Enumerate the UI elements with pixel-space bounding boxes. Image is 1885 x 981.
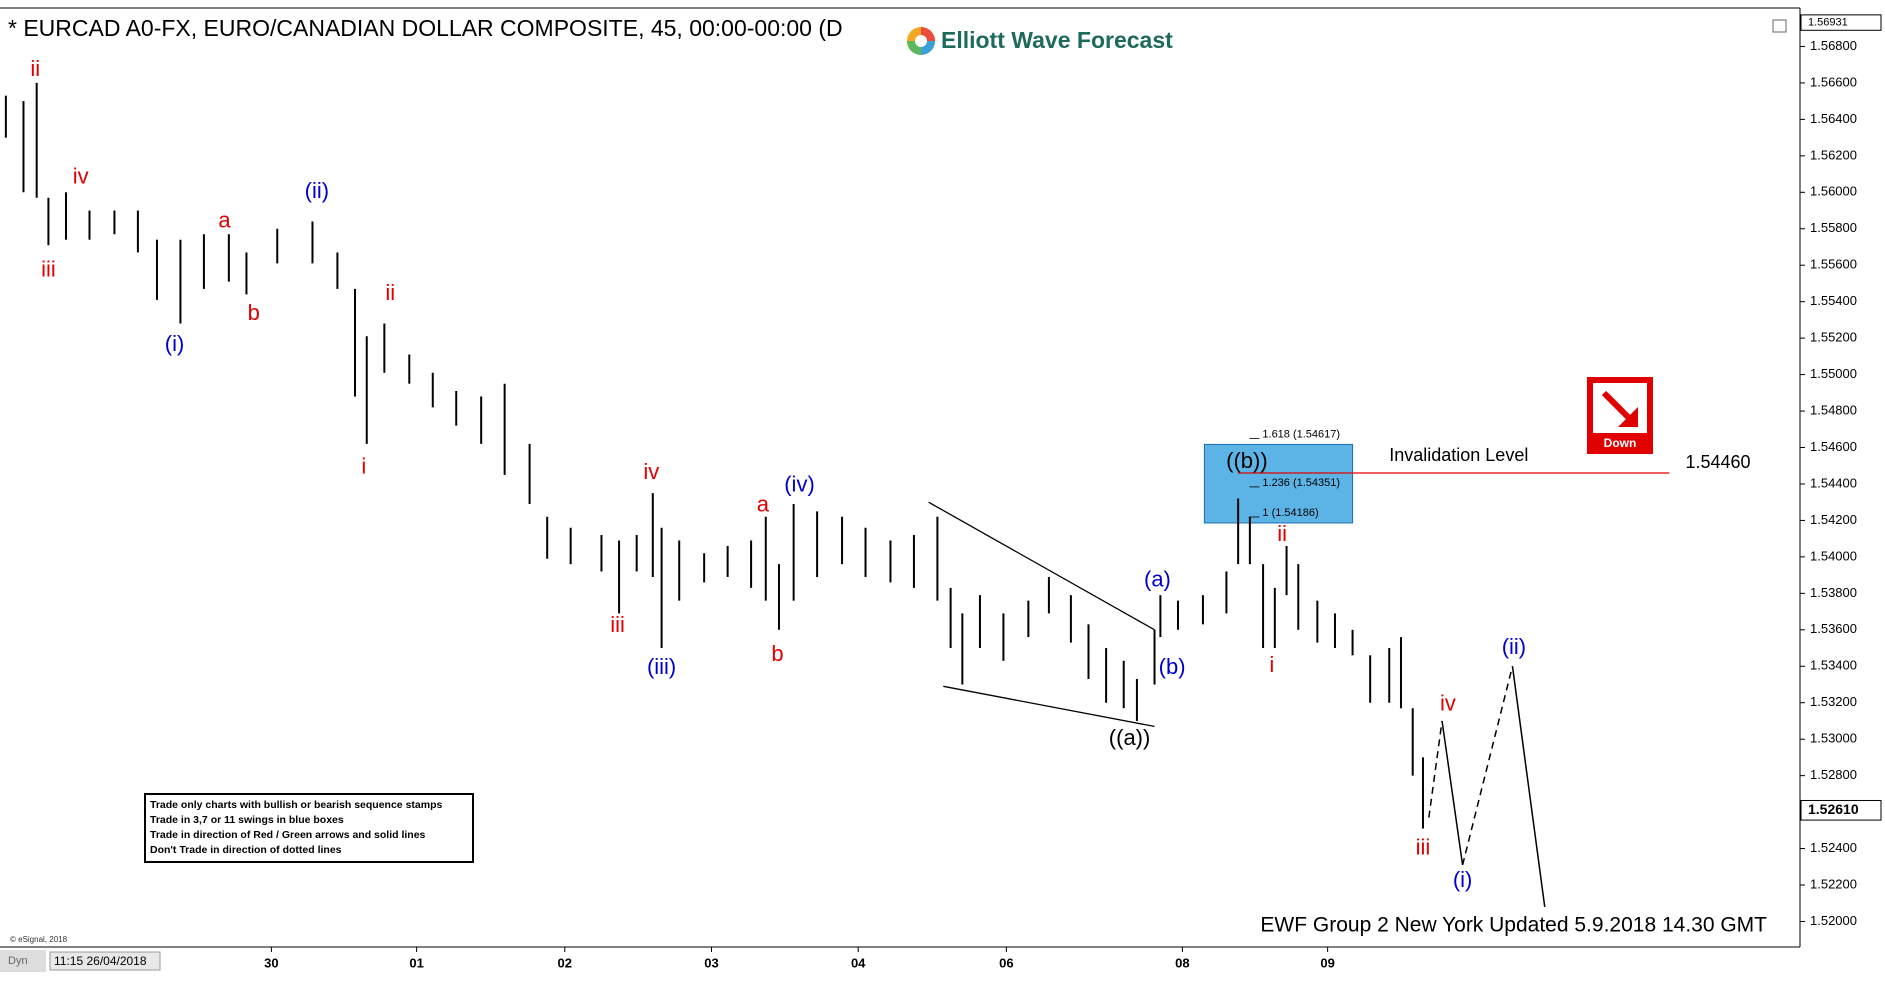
footer: EWF Group 2 New York Updated 5.9.2018 14…: [1260, 914, 1767, 937]
wave-label: iv: [1440, 690, 1456, 715]
rule-line: Trade in direction of Red / Green arrows…: [150, 829, 426, 841]
wave-label: iv: [73, 164, 89, 189]
invalidation-text: Invalidation Level: [1389, 445, 1528, 465]
y-tick-label: 1.55600: [1810, 257, 1857, 272]
y-tick-label: 1.54000: [1810, 548, 1857, 563]
wave-label: iii: [610, 612, 625, 637]
last-price-tag-label: 1.52610: [1808, 801, 1859, 817]
wave-label: b: [771, 641, 783, 666]
rule-line: Trade in 3,7 or 11 swings in blue boxes: [150, 814, 344, 826]
x-tick-label: 01: [409, 955, 423, 970]
y-tick-label: 1.56200: [1810, 147, 1857, 162]
wave-label: ((a)): [1109, 725, 1151, 750]
wave-label: (iii): [647, 654, 676, 679]
y-tick-label: 1.56400: [1810, 111, 1857, 126]
x-tick-label: 30: [264, 955, 278, 970]
trendline: [928, 501, 1155, 631]
x-tick-label: 06: [999, 955, 1013, 970]
top-price-tag-label: 1.56931: [1808, 16, 1848, 28]
invalidation-value: 1.54460: [1685, 452, 1750, 472]
chart-title: * EURCAD A0-FX, EURO/CANADIAN DOLLAR COM…: [8, 15, 843, 41]
y-tick-label: 1.54600: [1810, 439, 1857, 454]
price-bars: [4, 82, 1424, 829]
wave-label: i: [361, 453, 366, 478]
logo-icon: [907, 27, 935, 55]
start-time: 11:15 26/04/2018: [54, 954, 147, 968]
wave-label: (a): [1144, 566, 1171, 591]
rule-line: Trade only charts with bullish or bearis…: [150, 799, 443, 811]
y-tick-label: 1.52000: [1810, 913, 1857, 928]
badge-text: Down: [1604, 436, 1637, 450]
wave-label: (ii): [1502, 634, 1526, 659]
wave-label: iv: [643, 459, 659, 484]
projection-dashed: [1428, 720, 1443, 818]
wave-label: (ii): [305, 178, 329, 203]
y-tick-label: 1.54800: [1810, 402, 1857, 417]
rules-box: Trade only charts with bullish or bearis…: [144, 793, 474, 863]
y-tick-label: 1.54200: [1810, 512, 1857, 527]
logo-text: Elliott Wave Forecast: [941, 27, 1173, 53]
y-tick-label: 1.55800: [1810, 220, 1857, 235]
wave-label: ii: [1277, 521, 1287, 546]
projection-dashed: [1461, 666, 1514, 866]
y-tick-label: 1.53400: [1810, 658, 1857, 673]
wave-label: (i): [165, 331, 185, 356]
y-tick-label: 1.53600: [1810, 621, 1857, 636]
logo-bg: [898, 20, 1188, 60]
mode: Dyn: [8, 955, 28, 967]
fib-box: [1203, 443, 1354, 524]
y-tick-label: 1.52200: [1810, 876, 1857, 891]
last-price-tag: [1800, 799, 1882, 821]
top-price-tag: [1800, 14, 1882, 31]
x-tick-label: 02: [558, 955, 572, 970]
trendline: [943, 685, 1155, 728]
fib-label: 1.618 (1.54617): [1262, 428, 1340, 440]
rule-line: Don't Trade in direction of dotted lines: [150, 844, 342, 856]
x-tick-label: 08: [1175, 955, 1189, 970]
wave-label: (iv): [784, 472, 815, 497]
y-tick-label: 1.56800: [1810, 38, 1857, 53]
y-tick-label: 1.55200: [1810, 330, 1857, 345]
copyright: © eSignal, 2018: [10, 935, 68, 944]
wave-label: iii: [41, 256, 56, 281]
wave-label: (i): [1453, 867, 1473, 892]
y-tick-label: 1.53200: [1810, 694, 1857, 709]
x-tick-label: 04: [851, 955, 866, 970]
wave-label: b: [248, 300, 260, 325]
projection-solid: [1441, 720, 1464, 866]
fib-label: 1 (1.54186): [1262, 507, 1318, 519]
y-tick-label: 1.53800: [1810, 585, 1857, 600]
y-tick-label: 1.52400: [1810, 840, 1857, 855]
y-tick-label: 1.53000: [1810, 731, 1857, 746]
y-tick-label: 1.55000: [1810, 366, 1857, 381]
wave-label: (b): [1159, 654, 1186, 679]
y-tick-label: 1.52800: [1810, 767, 1857, 782]
wave-label: a: [218, 207, 231, 232]
x-tick-label: 09: [1320, 955, 1334, 970]
y-tick-label: 1.55400: [1810, 293, 1857, 308]
mode-box[interactable]: [0, 950, 46, 972]
projection-solid: [1511, 666, 1546, 907]
y-tick-label: 1.56600: [1810, 74, 1857, 89]
y-tick-label: 1.56000: [1810, 184, 1857, 199]
down-badge: [1587, 377, 1653, 454]
wave-label: ii: [385, 280, 395, 305]
y-tick-label: 1.54400: [1810, 475, 1857, 490]
wave-label: a: [757, 492, 770, 517]
wave-label: iii: [1416, 834, 1431, 859]
x-tick-label: 03: [704, 955, 718, 970]
wave-label: i: [1269, 652, 1274, 677]
window-button[interactable]: [1772, 19, 1787, 33]
wave-label: ((b)): [1226, 448, 1268, 473]
start-time-box: [49, 951, 161, 971]
fib-label: 1.236 (1.54351): [1262, 477, 1340, 489]
wave-label: ii: [30, 56, 40, 81]
